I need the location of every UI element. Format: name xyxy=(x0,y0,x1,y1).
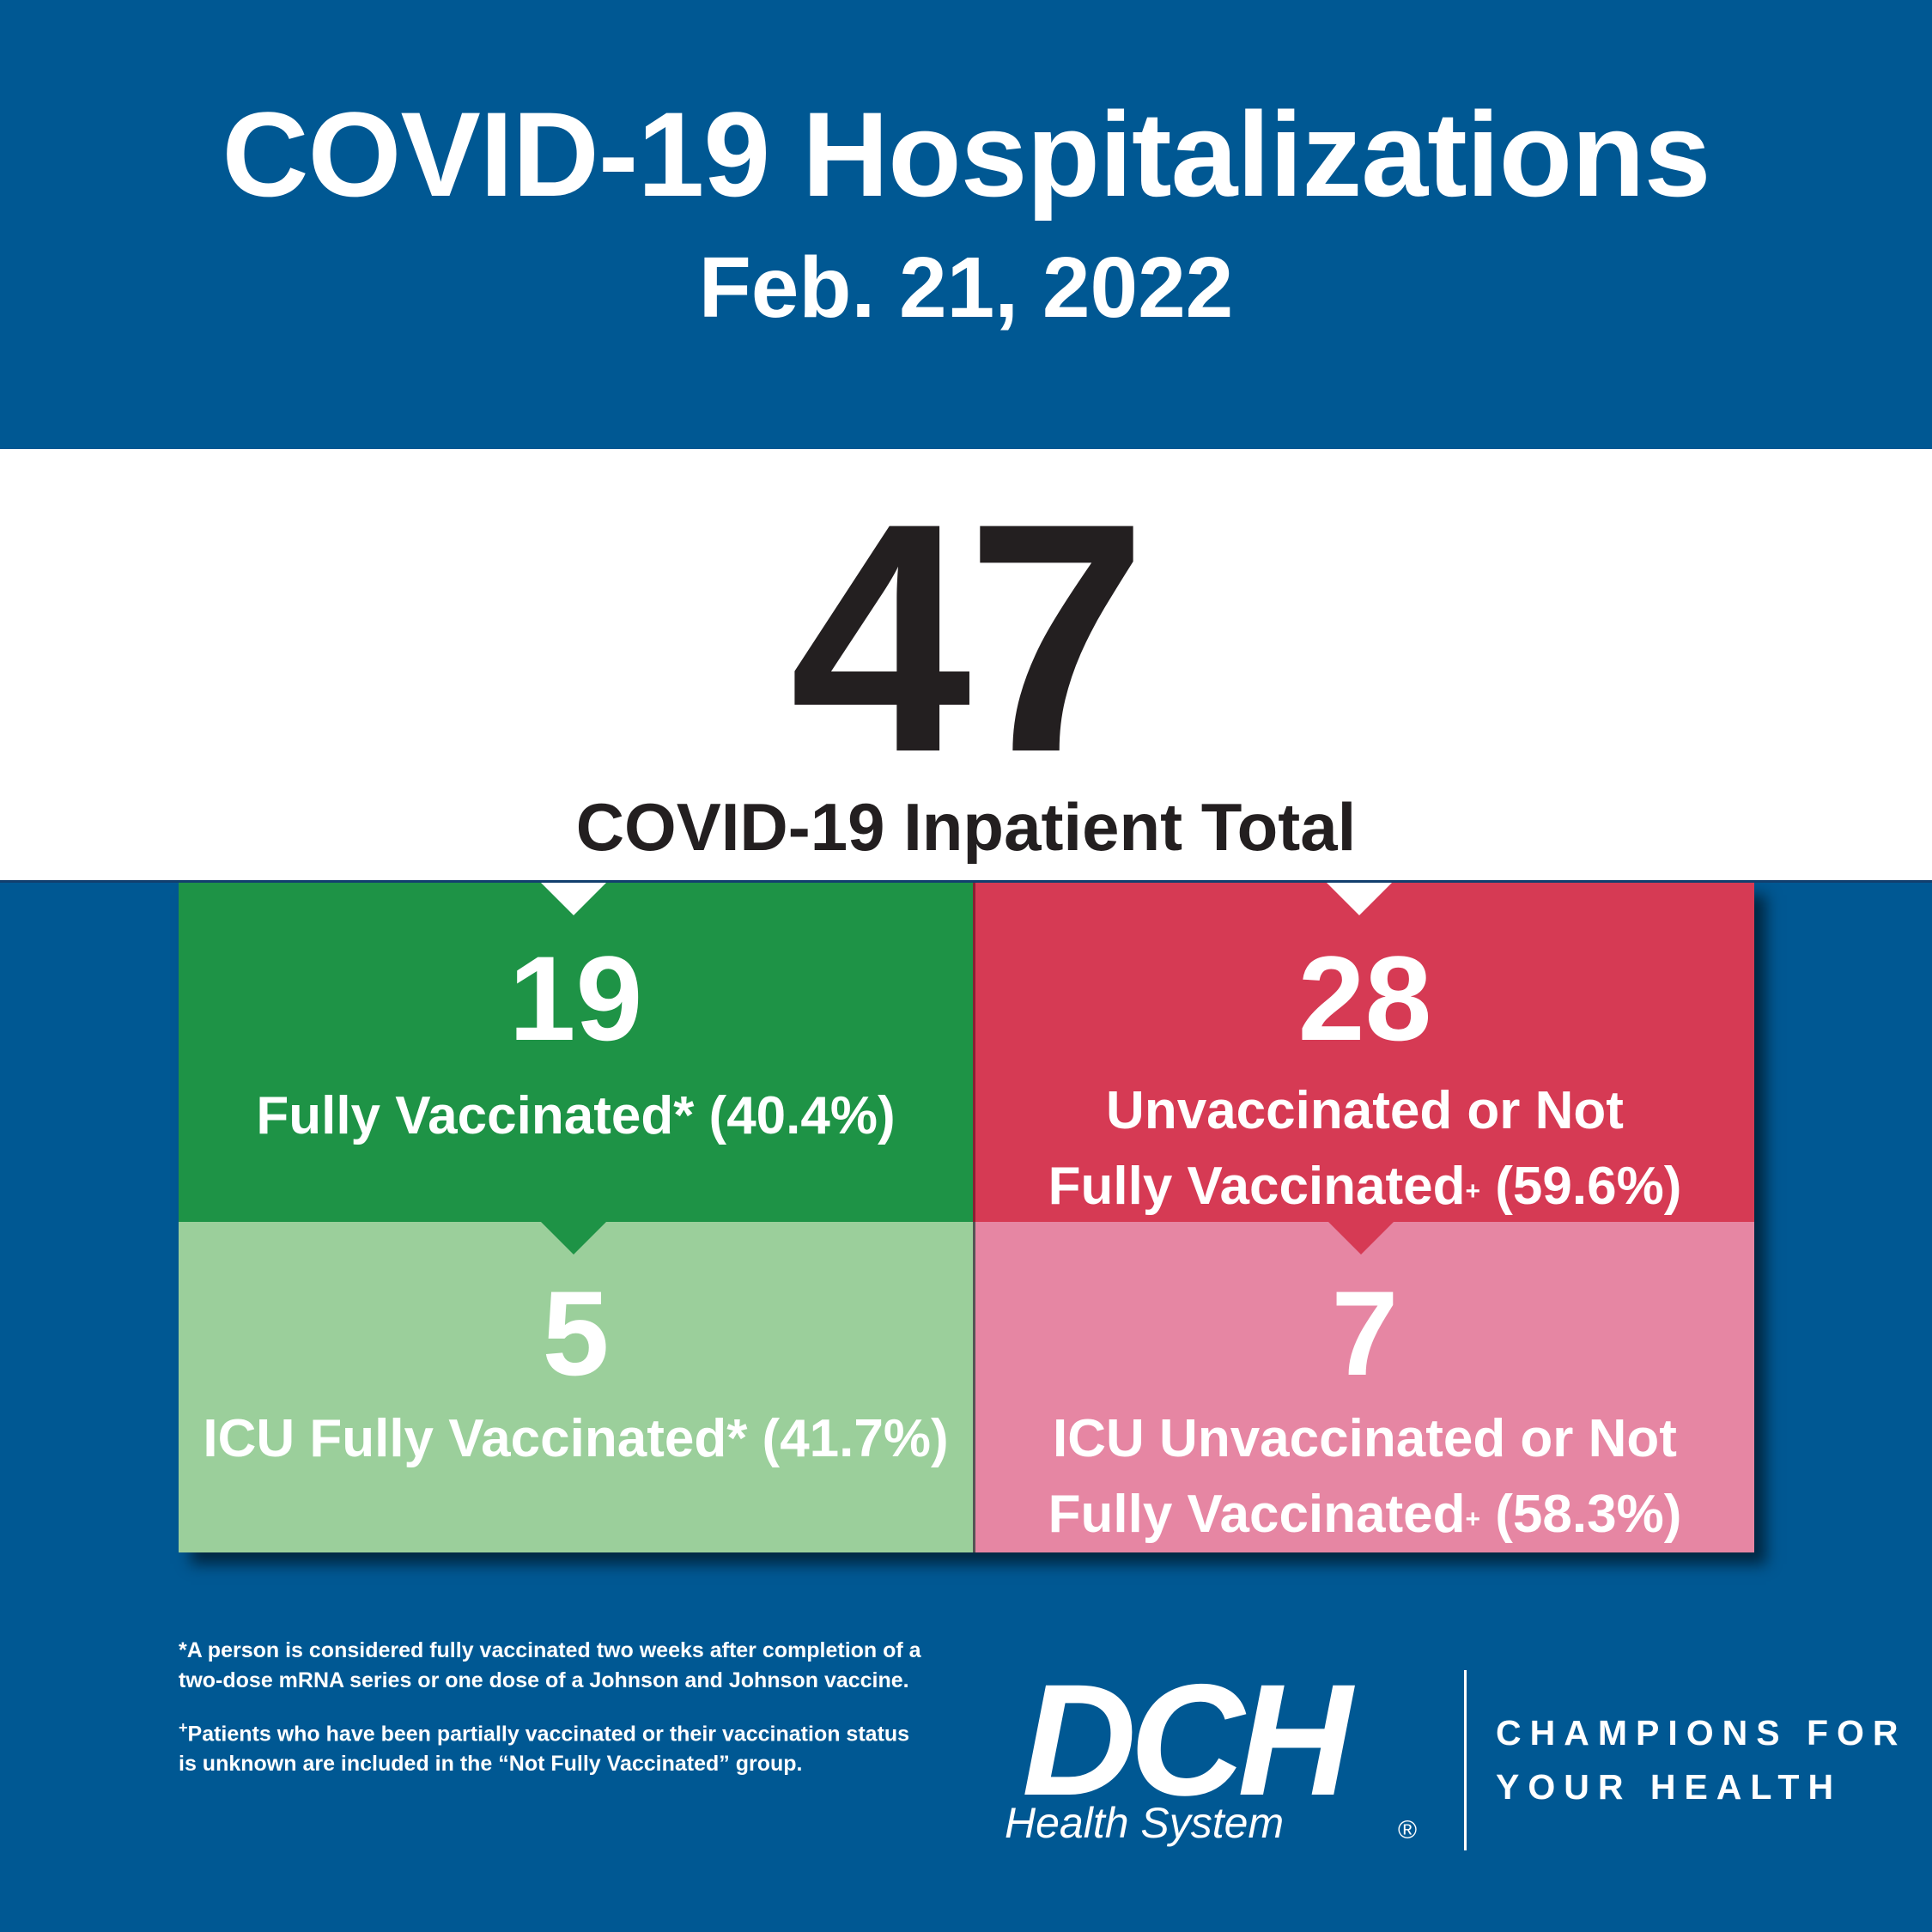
unvaccinated-label: Unvaccinated or Not Fully Vaccinated+ (5… xyxy=(975,1073,1754,1224)
dch-letters: DCH xyxy=(1022,1670,1355,1829)
inpatient-total-value: 47 xyxy=(789,455,1148,820)
logo-divider xyxy=(1464,1670,1467,1850)
pointer-arrow-right xyxy=(1327,883,1392,915)
icu-unvaccinated-pct: (58.3%) xyxy=(1480,1485,1682,1544)
unvaccinated-label-line2: Fully Vaccinated xyxy=(1048,1157,1466,1216)
fully-vaccinated-label: Fully Vaccinated* (40.4%) xyxy=(256,1086,896,1145)
stats-grid: 19 Fully Vaccinated* (40.4%) 28 Unvaccin… xyxy=(179,883,1754,1552)
footnote-asterisk: *A person is considered fully vaccinated… xyxy=(179,1638,921,1692)
registered-mark: ® xyxy=(1398,1816,1417,1844)
total-panel: 47 COVID-19 Inpatient Total xyxy=(0,449,1932,883)
icu-unvaccinated-label-line2: Fully Vaccinated xyxy=(1048,1485,1466,1544)
footnote-plus-text: Patients who have been partially vaccina… xyxy=(179,1722,910,1777)
icu-fully-vaccinated-label: ICU Fully Vaccinated* (41.7%) xyxy=(203,1409,949,1468)
icu-unvaccinated-label: ICU Unvaccinated or Not Fully Vaccinated… xyxy=(975,1401,1754,1552)
plus-mark: + xyxy=(1465,1177,1481,1206)
pointer-arrow-red xyxy=(1328,1222,1394,1255)
dch-logo: DCH ® Health System xyxy=(1005,1670,1451,1847)
page-title: COVID-19 Hospitalizations xyxy=(222,87,1710,222)
inpatient-total-label: COVID-19 Inpatient Total xyxy=(575,789,1357,865)
fully-vaccinated-count: 19 xyxy=(508,931,643,1066)
logo-subtitle: Health System xyxy=(1005,1799,1285,1847)
unvaccinated-box: 28 Unvaccinated or Not Fully Vaccinated+… xyxy=(973,883,1754,1222)
pointer-arrow-green xyxy=(541,1222,606,1255)
footnote-plus: +Patients who have been partially vaccin… xyxy=(179,1713,926,1779)
pointer-arrow-left xyxy=(541,883,606,915)
icu-unvaccinated-box: 7 ICU Unvaccinated or Not Fully Vaccinat… xyxy=(973,1222,1754,1552)
tagline-line2: YOUR HEALTH xyxy=(1496,1767,1843,1807)
footnotes: *A person is considered fully vaccinated… xyxy=(179,1636,926,1796)
unvaccinated-pct: (59.6%) xyxy=(1480,1157,1682,1216)
plus-mark: + xyxy=(1465,1505,1481,1534)
unvaccinated-label-line1: Unvaccinated or Not xyxy=(1106,1081,1624,1140)
tagline: CHAMPIONS FOR YOUR HEALTH xyxy=(1496,1706,1907,1814)
icu-fully-vaccinated-box: 5 ICU Fully Vaccinated* (41.7%) xyxy=(179,1222,973,1552)
icu-unvaccinated-count: 7 xyxy=(1331,1266,1399,1400)
report-date: Feb. 21, 2022 xyxy=(698,240,1234,336)
icu-fully-vaccinated-count: 5 xyxy=(542,1266,610,1400)
icu-unvaccinated-label-line1: ICU Unvaccinated or Not xyxy=(1053,1409,1677,1468)
unvaccinated-count: 28 xyxy=(1297,931,1432,1066)
tagline-line1: CHAMPIONS FOR xyxy=(1496,1713,1907,1753)
plus-mark: + xyxy=(179,1719,188,1736)
fully-vaccinated-box: 19 Fully Vaccinated* (40.4%) xyxy=(179,883,973,1222)
dch-logo-mark: DCH ® xyxy=(1022,1670,1417,1844)
